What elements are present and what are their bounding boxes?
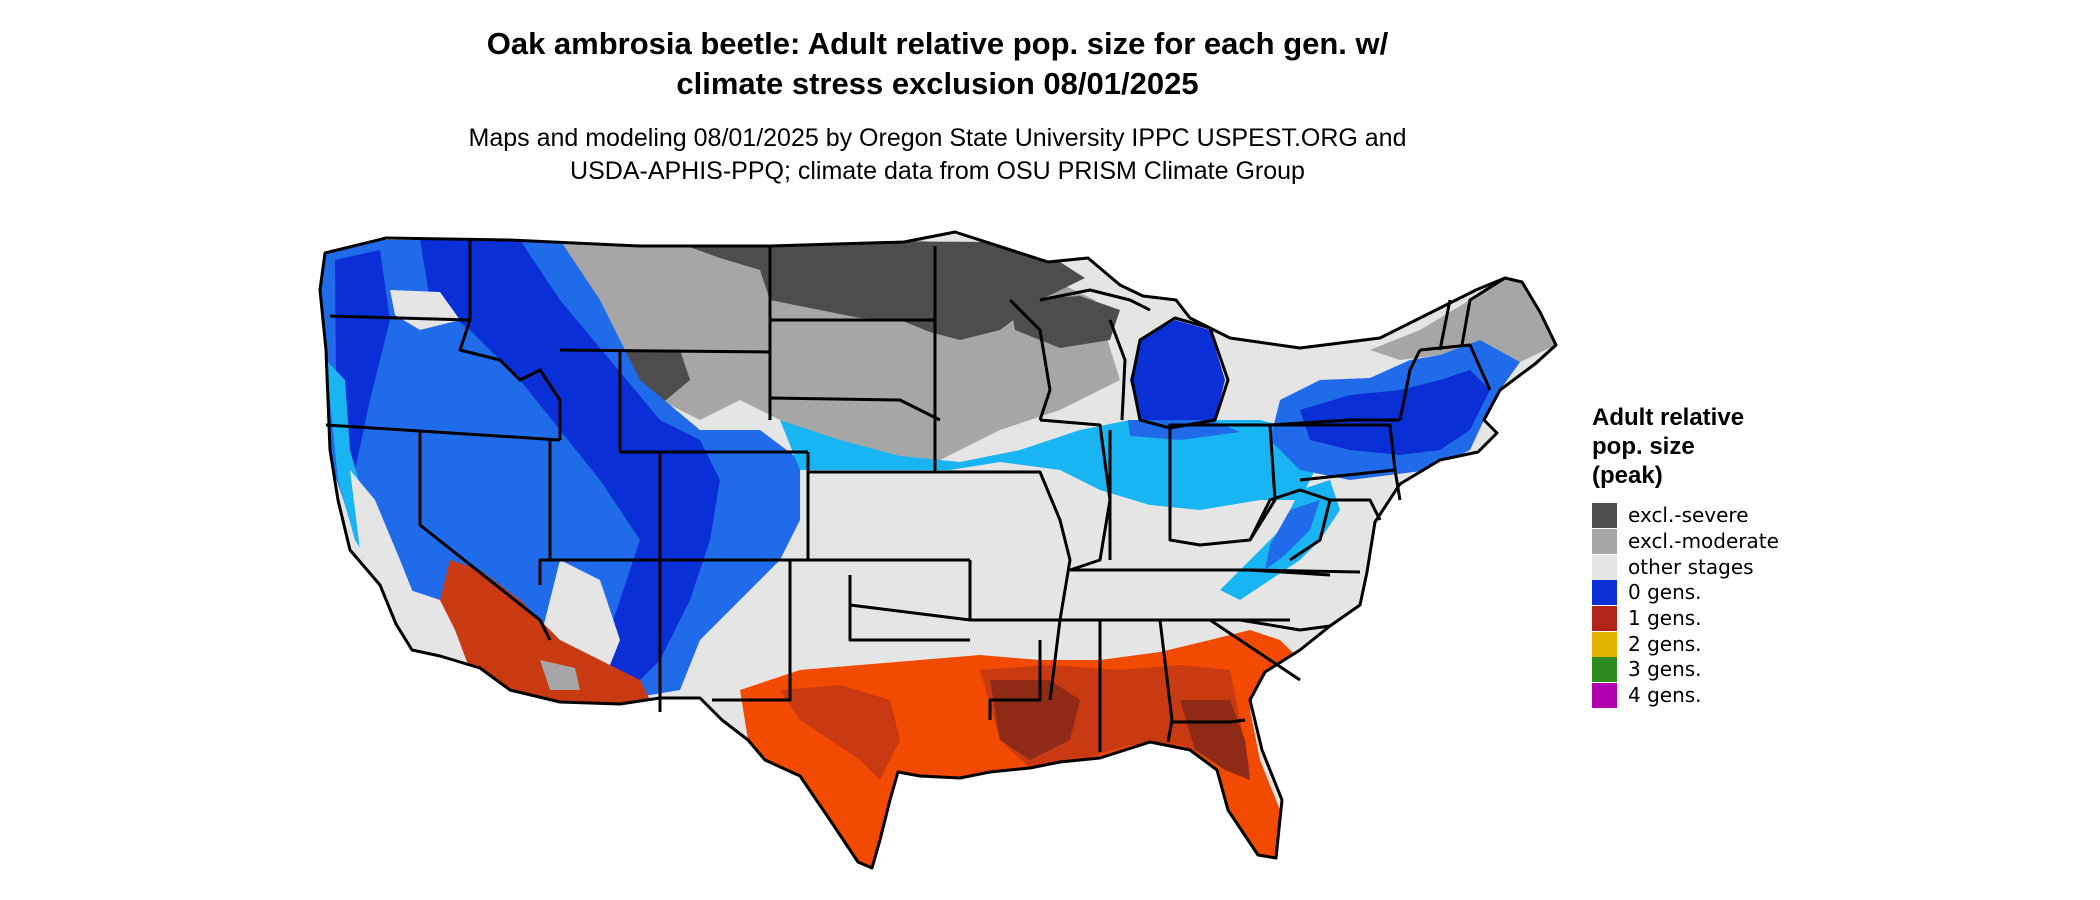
legend-label-4-gens: 4 gens. xyxy=(1628,683,1702,708)
legend-swatch-other-stages xyxy=(1592,554,1617,580)
state-borders xyxy=(318,230,1558,870)
legend-label-excl-moderate: excl.-moderate xyxy=(1628,529,1779,554)
legend-title: Adult relative pop. size (peak) xyxy=(1592,403,1812,490)
legend-item-2-gens: 2 gens. xyxy=(1592,631,1812,657)
legend-label-2-gens: 2 gens. xyxy=(1628,631,1702,656)
map-subtitle-line-2: USDA-APHIS-PPQ; climate data from OSU PR… xyxy=(570,157,1305,185)
border-mn-wi xyxy=(1008,298,1052,421)
legend-item-3-gens: 3 gens. xyxy=(1592,657,1812,683)
legend-item-1-gens: 1 gens. xyxy=(1592,606,1812,632)
region-gen1-dark-fl xyxy=(1180,700,1250,780)
legend-swatch-4-gens xyxy=(1592,683,1617,709)
border-ga-sc xyxy=(1209,618,1301,682)
border-id xyxy=(458,240,562,440)
border-wa-or xyxy=(329,314,471,322)
border-ok-tx xyxy=(848,605,970,642)
border-md-de-nj xyxy=(1330,469,1402,521)
legend-title-line-3: (peak) xyxy=(1592,462,1663,489)
border-lake-michigan xyxy=(1108,319,1127,421)
region-excl-moderate-az xyxy=(540,660,580,690)
legend-item-0-gens: 0 gens. xyxy=(1592,580,1812,606)
legend-label-0-gens: 0 gens. xyxy=(1628,580,1702,605)
map-subtitle-line-1: Maps and modeling 08/01/2025 by Oregon S… xyxy=(468,124,1407,152)
legend-item-excl-moderate: excl.-moderate xyxy=(1592,529,1812,555)
border-pa xyxy=(1270,423,1397,482)
region-gen0-michigan xyxy=(1130,320,1225,430)
legend-title-line-2: pop. size xyxy=(1592,433,1695,460)
region-excl-severe-wi xyxy=(1010,296,1120,348)
region-gen0-appalachia xyxy=(1265,500,1320,570)
legend-label-other-stages: other stages xyxy=(1628,554,1754,579)
border-sc-nc xyxy=(1239,618,1331,632)
region-gen1-tx xyxy=(780,685,900,780)
border-mt-wy xyxy=(559,348,771,354)
map-legend: Adult relative pop. size (peak) excl.-se… xyxy=(1592,403,1812,709)
region-gen0-dark-northeast xyxy=(1300,370,1490,455)
region-gen0-light-west xyxy=(326,360,395,580)
border-or-ca-nv xyxy=(325,423,561,442)
border-new-england xyxy=(1419,276,1506,391)
us-outline xyxy=(318,230,1558,870)
legend-swatch-excl-severe xyxy=(1592,503,1617,529)
border-mi-lower xyxy=(1130,316,1230,430)
border-wv xyxy=(1248,488,1332,562)
legend-item-4-gens: 4 gens. xyxy=(1592,683,1812,709)
legend-item-other-stages: other stages xyxy=(1592,554,1812,580)
legend-items: excl.-severe excl.-moderate other stages… xyxy=(1592,503,1812,709)
legend-swatch-3-gens xyxy=(1592,657,1617,683)
region-excl-moderate-ne xyxy=(1370,270,1556,362)
legend-label-1-gens: 1 gens. xyxy=(1628,606,1702,631)
region-gen0-dark-rockies xyxy=(420,240,720,690)
legend-title-line-1: Adult relative xyxy=(1592,404,1745,431)
border-ny-east xyxy=(1398,349,1422,421)
border-sd-ne xyxy=(769,396,941,422)
border-al-ga xyxy=(1158,619,1174,743)
region-gen0-light-midwest xyxy=(780,420,1320,510)
border-la-ms xyxy=(988,640,1042,720)
border-ok-panhandle xyxy=(848,560,972,622)
border-ca-nv xyxy=(418,430,552,641)
map-title-line-2: climate stress exclusion 08/01/2025 xyxy=(676,66,1199,101)
region-excl-severe-north xyxy=(670,240,1085,340)
region-other-stages-ca xyxy=(350,470,420,640)
border-mi-upper xyxy=(1039,288,1151,312)
legend-label-3-gens: 3 gens. xyxy=(1628,657,1702,682)
legend-item-excl-severe: excl.-severe xyxy=(1592,503,1812,529)
legend-swatch-excl-moderate xyxy=(1592,529,1617,555)
border-va-nc xyxy=(1249,568,1361,574)
map-subtitle: Maps and modeling 08/01/2025 by Oregon S… xyxy=(0,122,1875,188)
legend-swatch-0-gens xyxy=(1592,580,1617,606)
us-map xyxy=(318,230,1558,870)
legend-label-excl-severe: excl.-severe xyxy=(1628,503,1749,528)
border-mo-east xyxy=(970,470,1072,621)
border-nm-tx xyxy=(712,560,792,702)
legend-swatch-1-gens xyxy=(1592,606,1617,632)
map-title-line-1: Oak ambrosia beetle: Adult relative pop.… xyxy=(486,26,1389,61)
border-ny-pa xyxy=(1269,418,1400,427)
map-title: Oak ambrosia beetle: Adult relative pop.… xyxy=(0,24,1875,104)
border-ga-fl xyxy=(1172,718,1246,724)
legend-swatch-2-gens xyxy=(1592,631,1617,657)
region-gen0-dark-cascades xyxy=(335,250,390,470)
